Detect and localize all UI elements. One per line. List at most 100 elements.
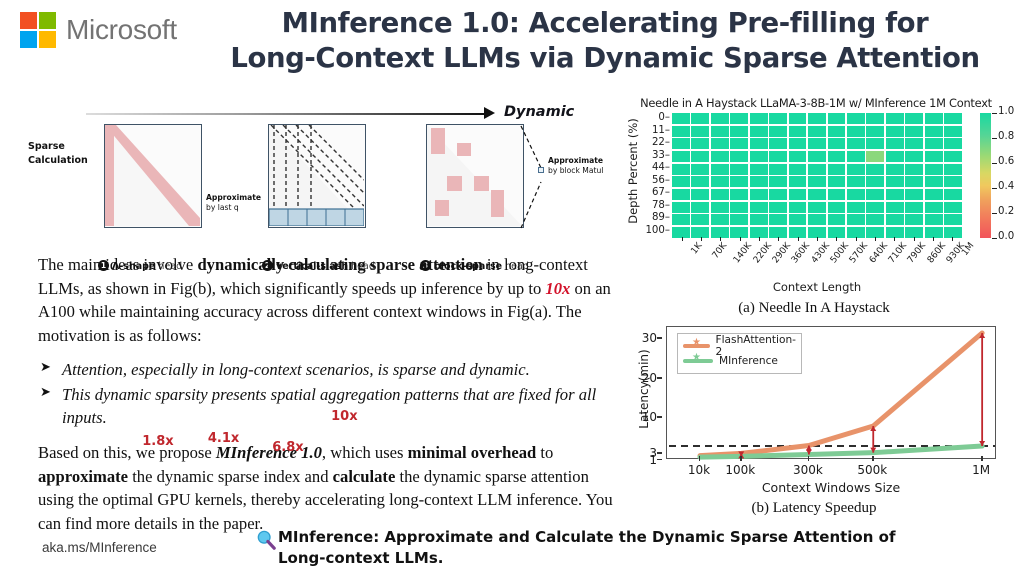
latency-y-tickmark (657, 452, 662, 454)
heatmap-cell (866, 214, 885, 226)
heatmap-cell (846, 150, 865, 163)
heatmap-cell (924, 214, 943, 226)
colorbar-tickmark (992, 138, 997, 140)
heatmap-cell (672, 113, 690, 125)
heatmap-cell (808, 188, 826, 201)
heatmap-cell (808, 163, 826, 175)
heatmap-cell (827, 176, 846, 188)
heatmap-y-tick: 67– (651, 187, 670, 199)
heatmap-cell (710, 201, 729, 213)
heatmap-cell (769, 214, 788, 226)
heatmap-x-tickmark (681, 237, 683, 241)
heatmap-cell (827, 150, 846, 163)
heatmap-cell (749, 163, 768, 175)
heatmap-cell (691, 188, 710, 201)
heatmap-cell (710, 176, 729, 188)
heatmap-cell (944, 188, 962, 201)
footer-url[interactable]: aka.ms/MInference (42, 540, 157, 555)
heatmap-cell (924, 125, 943, 137)
heatmap-cell (691, 113, 710, 125)
heatmap-cell (827, 138, 846, 150)
heatmap-cell (944, 201, 962, 213)
heatmap-cell (885, 150, 904, 163)
p2-f: approximate (38, 466, 129, 486)
heatmap-cell (710, 188, 729, 201)
colorbar-tick-label: 0.4 (998, 181, 1015, 192)
latency-x-tickmark (872, 456, 874, 461)
speedup-arrow-head (979, 332, 986, 338)
heatmap-cell (866, 176, 885, 188)
heatmap-cell (788, 113, 807, 125)
heatmap-cell (730, 163, 749, 175)
heatmap-x-tickmark (875, 237, 876, 241)
colorbar-tick-label: 0.0 (998, 231, 1015, 242)
p2-d: minimal overhead (407, 442, 537, 462)
latency-legend: FlashAttention-2 MInference (677, 333, 802, 374)
heatmap-cell (846, 125, 865, 137)
heatmap-cell (672, 125, 690, 137)
colorbar-tick-label: 0.2 (998, 206, 1015, 217)
panel-1-name: Λ-shape (112, 261, 156, 272)
colorbar-tick-label: 0.6 (998, 156, 1015, 167)
attention-matrix-vertical-slash (268, 124, 366, 228)
heatmap-cell (769, 163, 788, 175)
p2-method-name: MInference 1.0 (215, 442, 322, 462)
heatmap-x-ticks: 1K 70K 140K 220K 290K 360K 430K 500K 570K 640K 710… (672, 237, 977, 281)
paragraph-1: The main ideas involve dynamically calcu… (38, 253, 616, 347)
heatmap-cell (905, 150, 924, 163)
speedup-annotation: 1.8x (142, 433, 174, 449)
heatmap-cell (672, 176, 690, 188)
heatmap-cell (749, 113, 768, 125)
latency-y-tickmark (657, 377, 662, 379)
attention-matrix-block-sparse (426, 124, 524, 228)
heatmap-cell (905, 113, 924, 125)
heatmap-cell (788, 125, 807, 137)
latency-x-tickmark (981, 456, 983, 461)
p2-i: the dynamic sparse attention using the o… (38, 466, 613, 533)
microsoft-logo (20, 12, 58, 50)
heatmap-cell (749, 201, 768, 213)
heatmap-cell (691, 176, 710, 188)
heatmap-cell (866, 163, 885, 175)
heatmap-cell (672, 138, 690, 150)
heatmap-cell (827, 113, 846, 125)
heatmap-x-axis-label: Context Length (772, 280, 862, 294)
heatmap-cell (885, 125, 904, 137)
panel-lambda-shape: 1 Λ-shape head (98, 124, 202, 272)
heatmap-cell (749, 125, 768, 137)
heatmap-cell (730, 201, 749, 213)
heatmap-cell (749, 176, 768, 188)
heatmap-x-tick: 570K (848, 241, 871, 266)
panel-2-caption: 2 vertical-slash head (262, 260, 392, 272)
latency-x-tick-label: 100k (725, 463, 756, 477)
list-item: Attention, especially in long-context sc… (38, 358, 616, 382)
heatmap-cell (944, 125, 962, 137)
heatmap-x-tick: 860K (925, 241, 948, 266)
heatmap-cell (672, 226, 690, 238)
heatmap-cell (866, 150, 885, 163)
colorbar-tickmark (992, 113, 997, 115)
latency-x-tick-label: 1M (972, 463, 991, 477)
speedup-arrow-head (738, 451, 745, 457)
heatmap-cell (827, 125, 846, 137)
legend-label-minference: MInference (719, 354, 778, 367)
heatmap-x-tick: 710K (886, 241, 909, 266)
heatmap-cell (730, 150, 749, 163)
heatmap-cell (808, 226, 826, 238)
heatmap-cell (944, 113, 962, 125)
dynamic-axis-label: Dynamic (504, 104, 575, 120)
heatmap-cell (866, 188, 885, 201)
figure-a-caption: (a) Needle In A Haystack (738, 300, 890, 316)
p2-h: calculate (332, 466, 396, 486)
heatmap-x-tick: 290K (770, 241, 793, 266)
heatmap-x-tickmark (797, 237, 799, 241)
heatmap-grid (672, 113, 962, 238)
footer-banner-line2: Long-context LLMs. (278, 548, 444, 567)
heatmap-cell (846, 163, 865, 175)
heatmap-cell (924, 226, 943, 238)
heatmap-cell (944, 138, 962, 150)
block-sparse-pattern (427, 125, 522, 226)
heatmap-cell (730, 125, 749, 137)
heatmap-cell (846, 138, 865, 150)
heatmap-cell (710, 226, 729, 238)
